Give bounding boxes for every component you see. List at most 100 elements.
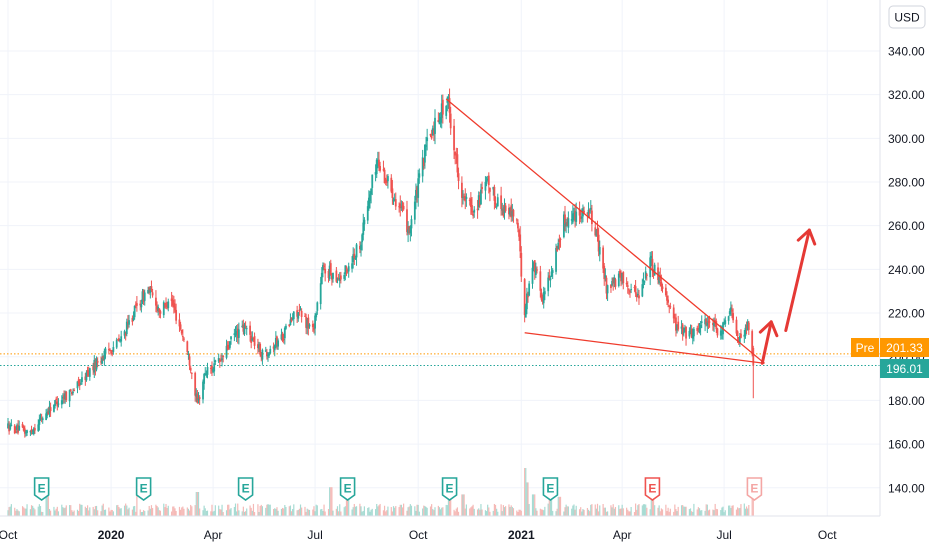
volume-bar [556, 508, 558, 516]
volume-bar [24, 508, 26, 516]
volume-bar [441, 507, 443, 516]
candle-body [249, 325, 251, 335]
candle-body [539, 271, 542, 291]
candle-body [261, 349, 264, 360]
volume-bar [445, 504, 447, 516]
candle-body [456, 154, 459, 173]
candle-body [41, 418, 44, 421]
volume-bar [165, 504, 167, 516]
candle-body [174, 306, 176, 311]
candle-body [33, 428, 36, 431]
candle-body [551, 270, 554, 273]
volume-bar [244, 511, 247, 516]
volume-bar [143, 510, 145, 516]
volume-bar [527, 482, 529, 516]
earnings-label: E [446, 482, 454, 496]
candle-body [272, 346, 275, 349]
candle-body [291, 318, 294, 320]
price-tick-label: 260.00 [888, 219, 925, 233]
earnings-marker[interactable]: E [237, 477, 254, 501]
candle-body [736, 331, 739, 337]
candle-body [728, 311, 731, 315]
earnings-marker[interactable]: E [339, 477, 356, 501]
candle-body [425, 144, 427, 148]
volume-bar [8, 507, 10, 516]
volume-bar [109, 511, 111, 516]
volume-bar [549, 492, 552, 516]
volume-bar [361, 511, 363, 516]
volume-bar [691, 511, 693, 516]
earnings-marker[interactable]: E [644, 477, 661, 501]
forecast-arrow [758, 320, 779, 365]
volume-bar [71, 510, 73, 516]
candle-body [23, 428, 26, 434]
candle-body [677, 321, 680, 330]
candle-body [226, 344, 229, 350]
volume-bar [117, 504, 119, 516]
volume-bar [603, 507, 605, 516]
volume-bar [39, 506, 42, 516]
earnings-marker[interactable]: E [135, 477, 152, 501]
candle-body [485, 180, 488, 184]
candle-body [103, 350, 106, 360]
candle-body [241, 325, 244, 328]
candle-body [621, 272, 624, 281]
candle-body [9, 424, 12, 430]
volume-bar [355, 506, 358, 516]
volume-bar [748, 504, 750, 516]
candle-body [202, 381, 204, 400]
volume-bar [182, 506, 184, 516]
volume-bar [563, 511, 565, 516]
candle-body [31, 432, 34, 434]
volume-bar [283, 508, 285, 516]
candle-body [700, 321, 703, 323]
candle-body [402, 206, 405, 210]
candle-body [164, 303, 166, 305]
candle-body [346, 270, 349, 272]
volume-bar [382, 510, 385, 516]
candle-body [659, 275, 662, 282]
volume-bar [257, 504, 259, 516]
earnings-marker[interactable]: E [441, 477, 458, 501]
earnings-marker[interactable]: E [33, 477, 50, 501]
volume-bar [683, 506, 685, 516]
volume-bar [454, 511, 456, 516]
candle-body [188, 356, 191, 366]
volume-bar [285, 506, 287, 516]
candle-body [21, 423, 24, 428]
candle-body [603, 265, 606, 280]
candle-body [462, 196, 464, 198]
candle-body [258, 344, 260, 349]
candle-body [690, 328, 693, 338]
volume-bar [370, 509, 372, 516]
volume-bar [716, 509, 719, 516]
volume-bar [391, 511, 394, 516]
candle-body [610, 284, 612, 289]
candle-body [93, 359, 96, 373]
volume-bar [171, 511, 173, 516]
candle-body [634, 286, 637, 294]
candle-body [351, 263, 353, 269]
candle-body [735, 319, 738, 334]
candle-body [589, 207, 592, 210]
candle-body [731, 309, 733, 312]
candle-body [658, 277, 661, 283]
candle-body [448, 98, 451, 113]
earnings-marker[interactable]: E [746, 477, 763, 501]
time-axis: Oct 2020 Apr Jul Oct 2021 Apr Jul Oct [0, 528, 837, 542]
volume-bar [714, 503, 716, 516]
candle-body [502, 208, 505, 216]
volume-bar [652, 492, 655, 516]
candle-body [675, 317, 677, 331]
earnings-marker[interactable]: E [542, 477, 559, 501]
pre-market-price-tag: Pre 201.33 [851, 338, 929, 357]
volume-bar [348, 494, 350, 516]
candle-body [315, 313, 318, 318]
candle-body [60, 400, 63, 405]
arrow-shaft [760, 320, 773, 365]
candle-body [531, 267, 534, 284]
volume-bar [657, 507, 659, 516]
currency-badge[interactable]: USD [888, 5, 926, 29]
